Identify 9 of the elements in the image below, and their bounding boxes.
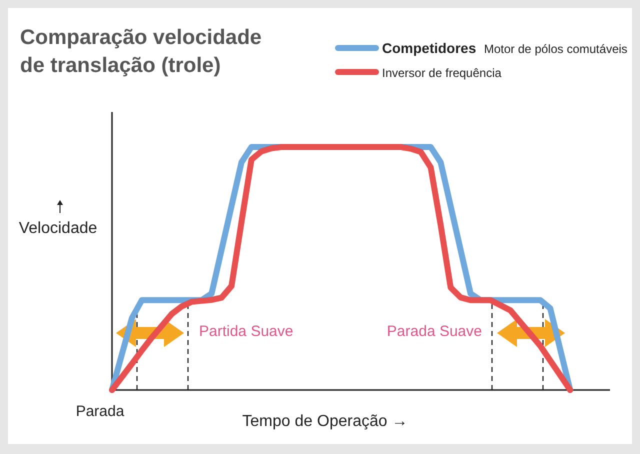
y-axis-title: Velocidade (18, 220, 98, 237)
annotation: Partida Suave (199, 323, 294, 340)
annotation: Parada Suave (386, 323, 482, 340)
legend-label: Inversor de frequência (382, 66, 502, 80)
chart-title: Comparação velocidade de translação (trole) (20, 26, 262, 77)
x-axis-title: Tempo de Operação → (242, 413, 408, 430)
legend-label: Competidores (382, 40, 476, 56)
text: Motor de pólos comutáveis (484, 42, 628, 56)
text: Parada (76, 403, 125, 420)
